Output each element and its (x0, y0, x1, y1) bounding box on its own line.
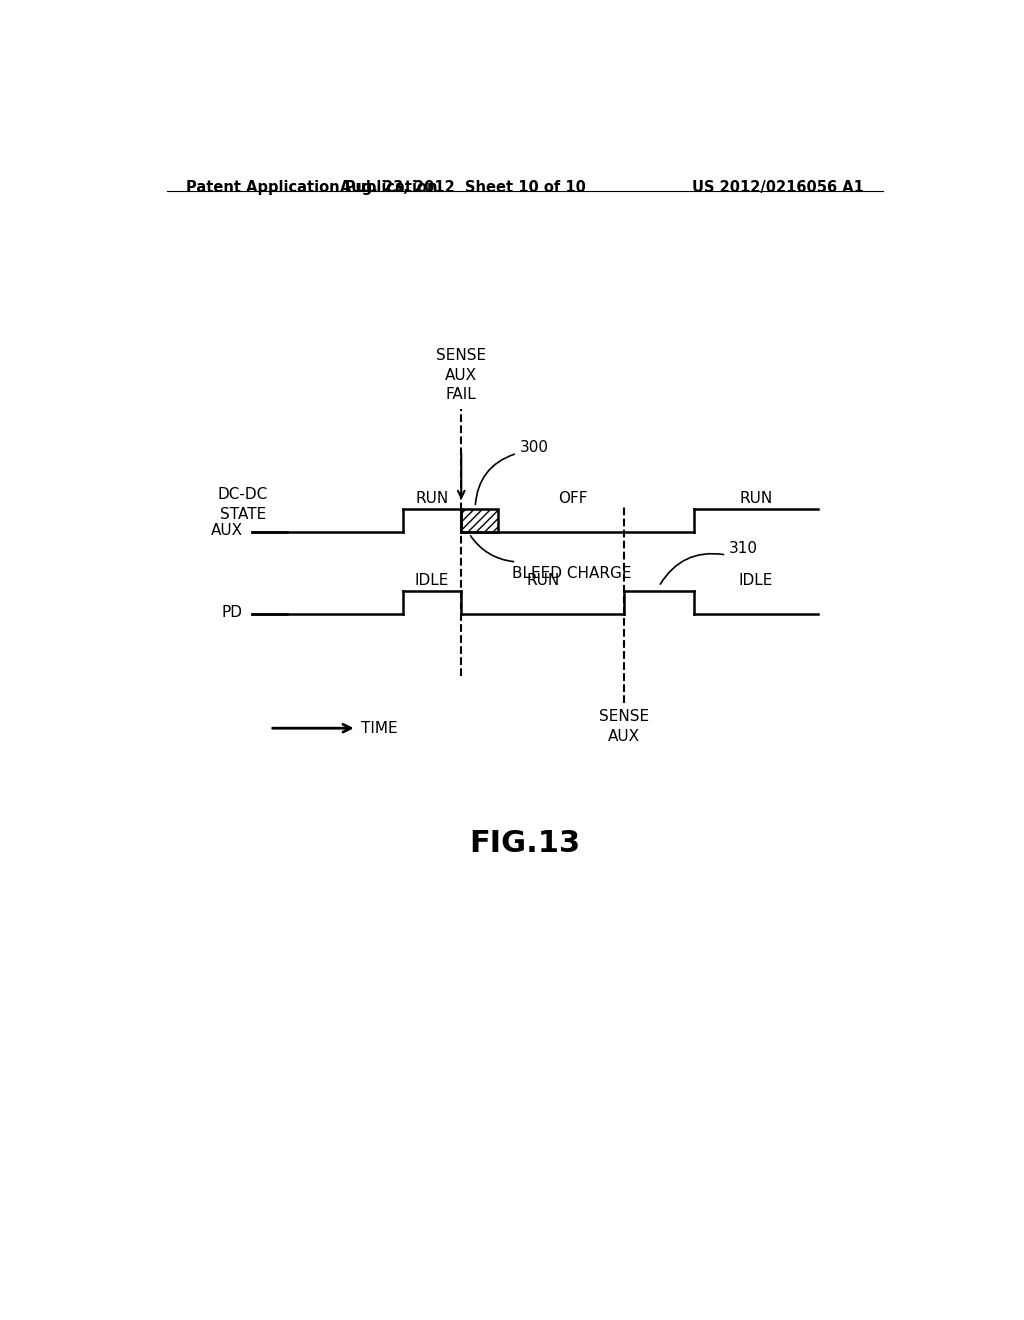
Text: IDLE: IDLE (738, 573, 773, 589)
Text: DC-DC
STATE: DC-DC STATE (217, 487, 268, 521)
Text: IDLE: IDLE (415, 573, 450, 589)
Text: FIG.13: FIG.13 (469, 829, 581, 858)
Text: SENSE
AUX
FAIL: SENSE AUX FAIL (436, 348, 486, 403)
Text: 310: 310 (729, 541, 758, 556)
Text: AUX: AUX (211, 523, 243, 537)
Bar (461, 508, 499, 532)
Text: 300: 300 (519, 440, 549, 454)
Text: BLEED CHARGE: BLEED CHARGE (512, 566, 632, 582)
Text: RUN: RUN (739, 491, 772, 506)
Text: SENSE
AUX: SENSE AUX (599, 709, 649, 743)
Text: US 2012/0216056 A1: US 2012/0216056 A1 (692, 180, 864, 195)
Text: PD: PD (222, 605, 243, 620)
Text: RUN: RUN (416, 491, 449, 506)
Text: RUN: RUN (526, 573, 559, 589)
Text: TIME: TIME (361, 721, 398, 735)
Text: Patent Application Publication: Patent Application Publication (186, 180, 437, 195)
Text: Aug. 23, 2012  Sheet 10 of 10: Aug. 23, 2012 Sheet 10 of 10 (340, 180, 586, 195)
Text: OFF: OFF (558, 491, 588, 506)
